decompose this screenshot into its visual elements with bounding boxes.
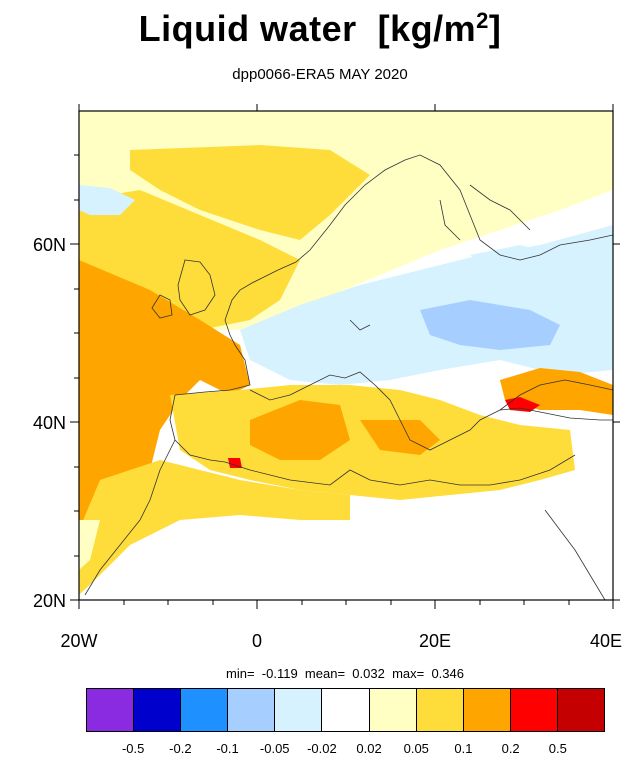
colorbar-cell xyxy=(275,689,323,731)
colorbar-cell xyxy=(87,689,135,731)
axis-ticks xyxy=(70,104,620,609)
title-unit: [kg/m2] xyxy=(377,8,502,49)
map-subtitle: dpp0066-ERA5 MAY 2020 xyxy=(232,66,408,83)
colorbar-label: -0.2 xyxy=(169,741,192,756)
colorbar-label: 0.1 xyxy=(454,741,473,756)
colorbar-cell xyxy=(134,689,182,731)
lat-label-40n: 40N xyxy=(33,413,66,433)
map-title: Liquid water [kg/m2] xyxy=(0,8,640,50)
colorbar-label: 0.05 xyxy=(403,741,429,756)
lon-label-40e: 40E xyxy=(590,631,622,651)
lat-label-20n: 20N xyxy=(33,591,66,611)
colorbar-label: -0.1 xyxy=(216,741,239,756)
lon-label-20w: 20W xyxy=(60,631,97,651)
colorbar-cell xyxy=(181,689,229,731)
colorbar xyxy=(86,688,605,732)
colorbar-label: -0.02 xyxy=(307,741,337,756)
stats-line: min= -0.119 mean= 0.032 max= 0.346 xyxy=(226,666,464,681)
colorbar-cell xyxy=(416,689,464,731)
title-text: Liquid water xyxy=(138,8,357,49)
colorbar-label: 0.5 xyxy=(548,741,567,756)
data-field xyxy=(79,111,613,600)
colorbar-cell xyxy=(322,689,370,731)
colorbar-cell xyxy=(510,689,558,731)
colorbar-cell xyxy=(557,689,605,731)
colorbar-label: 0.02 xyxy=(356,741,382,756)
lon-label-20e: 20E xyxy=(419,631,451,651)
colorbar-cell xyxy=(463,689,511,731)
lat-label-60n: 60N xyxy=(33,235,66,255)
colorbar-cell xyxy=(369,689,417,731)
colorbar-label: -0.5 xyxy=(121,741,145,756)
colorbar-label: -0.05 xyxy=(259,741,290,756)
colorbar-cell xyxy=(228,689,276,731)
lon-label-0: 0 xyxy=(252,631,262,651)
coastlines xyxy=(84,154,613,600)
colorbar-label: 0.2 xyxy=(501,741,520,756)
